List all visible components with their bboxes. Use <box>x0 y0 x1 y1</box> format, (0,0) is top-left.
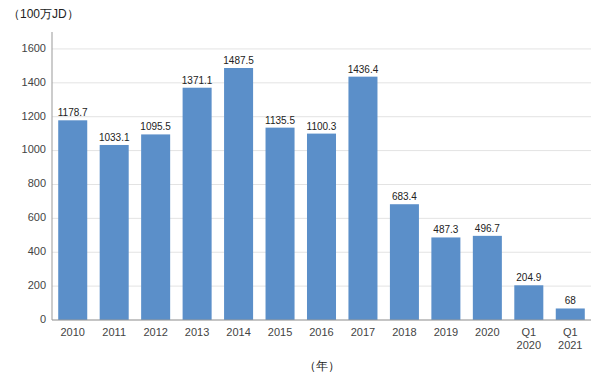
bar <box>100 145 129 320</box>
data-label: 496.7 <box>475 223 500 234</box>
x-tick-label: 2013 <box>185 326 209 338</box>
y-tick-label: 800 <box>28 177 46 189</box>
data-label: 487.3 <box>433 224 458 235</box>
x-tick-label-line: Q1 <box>521 326 536 338</box>
x-tick-label: 2017 <box>351 326 375 338</box>
bar <box>224 68 253 320</box>
x-tick-label-line: 2015 <box>268 326 292 338</box>
x-tick-label: 2016 <box>309 326 333 338</box>
grid-line <box>52 320 591 321</box>
data-label: 683.4 <box>392 191 417 202</box>
x-tick-label: 2020 <box>475 326 499 338</box>
x-tick-label-line: 2020 <box>517 339 541 351</box>
x-tick-label: 2018 <box>392 326 416 338</box>
data-label: 1033.1 <box>99 132 130 143</box>
x-tick-label-line: 2012 <box>143 326 167 338</box>
bar <box>183 88 212 320</box>
grid-line <box>52 82 591 83</box>
data-label: 1095.5 <box>140 121 171 132</box>
grid-line <box>52 116 591 117</box>
y-tick-label: 600 <box>28 211 46 223</box>
y-tick-label: 400 <box>28 245 46 257</box>
grid-line <box>52 48 591 49</box>
chart-svg: 0 200 400 600 800 1000 1200 1400 1600 1178.7 1033.… <box>0 0 605 378</box>
y-tick-label: 1000 <box>22 143 46 155</box>
bar <box>348 77 377 320</box>
data-label: 1487.5 <box>223 55 254 66</box>
data-label: 1100.3 <box>307 121 337 132</box>
x-tick-label-line: 2017 <box>351 326 375 338</box>
x-tick-label-line: 2010 <box>60 326 84 338</box>
x-tick-label: 2010 <box>60 326 84 338</box>
data-label: 204.9 <box>516 272 541 283</box>
x-tick-label: Q12021 <box>558 326 582 351</box>
x-axis-line <box>52 320 591 321</box>
bar <box>141 134 170 320</box>
bar <box>390 204 419 320</box>
data-label: 1135.5 <box>265 115 295 126</box>
x-tick-label: 2015 <box>268 326 292 338</box>
x-tick-label-line: 2018 <box>392 326 416 338</box>
y-axis-label: （100万JD） <box>8 7 79 21</box>
x-tick-label-line: 2021 <box>558 339 582 351</box>
x-tick-label-line: Q1 <box>563 326 578 338</box>
x-tick-label-line: 2016 <box>309 326 333 338</box>
bars <box>58 68 585 320</box>
x-tick-label: 2014 <box>226 326 250 338</box>
data-label: 1178.7 <box>58 107 88 118</box>
bar <box>556 308 585 320</box>
data-label: 1371.1 <box>182 75 213 86</box>
chart-container: 0 200 400 600 800 1000 1200 1400 1600 1178.7 1033.… <box>0 0 605 378</box>
x-tick-label: Q12020 <box>517 326 541 351</box>
bar <box>307 134 336 320</box>
bar <box>473 236 502 320</box>
data-label: 68 <box>565 295 577 306</box>
data-label: 1436.4 <box>348 64 379 75</box>
y-tick-label: 0 <box>40 313 46 325</box>
x-tick-label-line: 2011 <box>102 326 126 338</box>
x-tick-label: 2011 <box>102 326 126 338</box>
y-tick-label: 1200 <box>22 110 46 122</box>
y-tick-label: 200 <box>28 279 46 291</box>
y-tick-label: 1400 <box>22 76 46 88</box>
x-tick-label-line: 2020 <box>475 326 499 338</box>
x-axis-label: （年） <box>304 359 340 373</box>
x-tick-label-line: 2014 <box>226 326 250 338</box>
y-axis-line <box>52 32 53 320</box>
bar <box>58 120 87 320</box>
x-tick-label: 2019 <box>434 326 458 338</box>
x-tick-label: 2012 <box>143 326 167 338</box>
y-tick-label: 1600 <box>22 42 46 54</box>
x-tick-label-line: 2013 <box>185 326 209 338</box>
bar <box>266 128 295 320</box>
bar <box>514 285 543 320</box>
x-tick-label-line: 2019 <box>434 326 458 338</box>
bar <box>431 237 460 320</box>
